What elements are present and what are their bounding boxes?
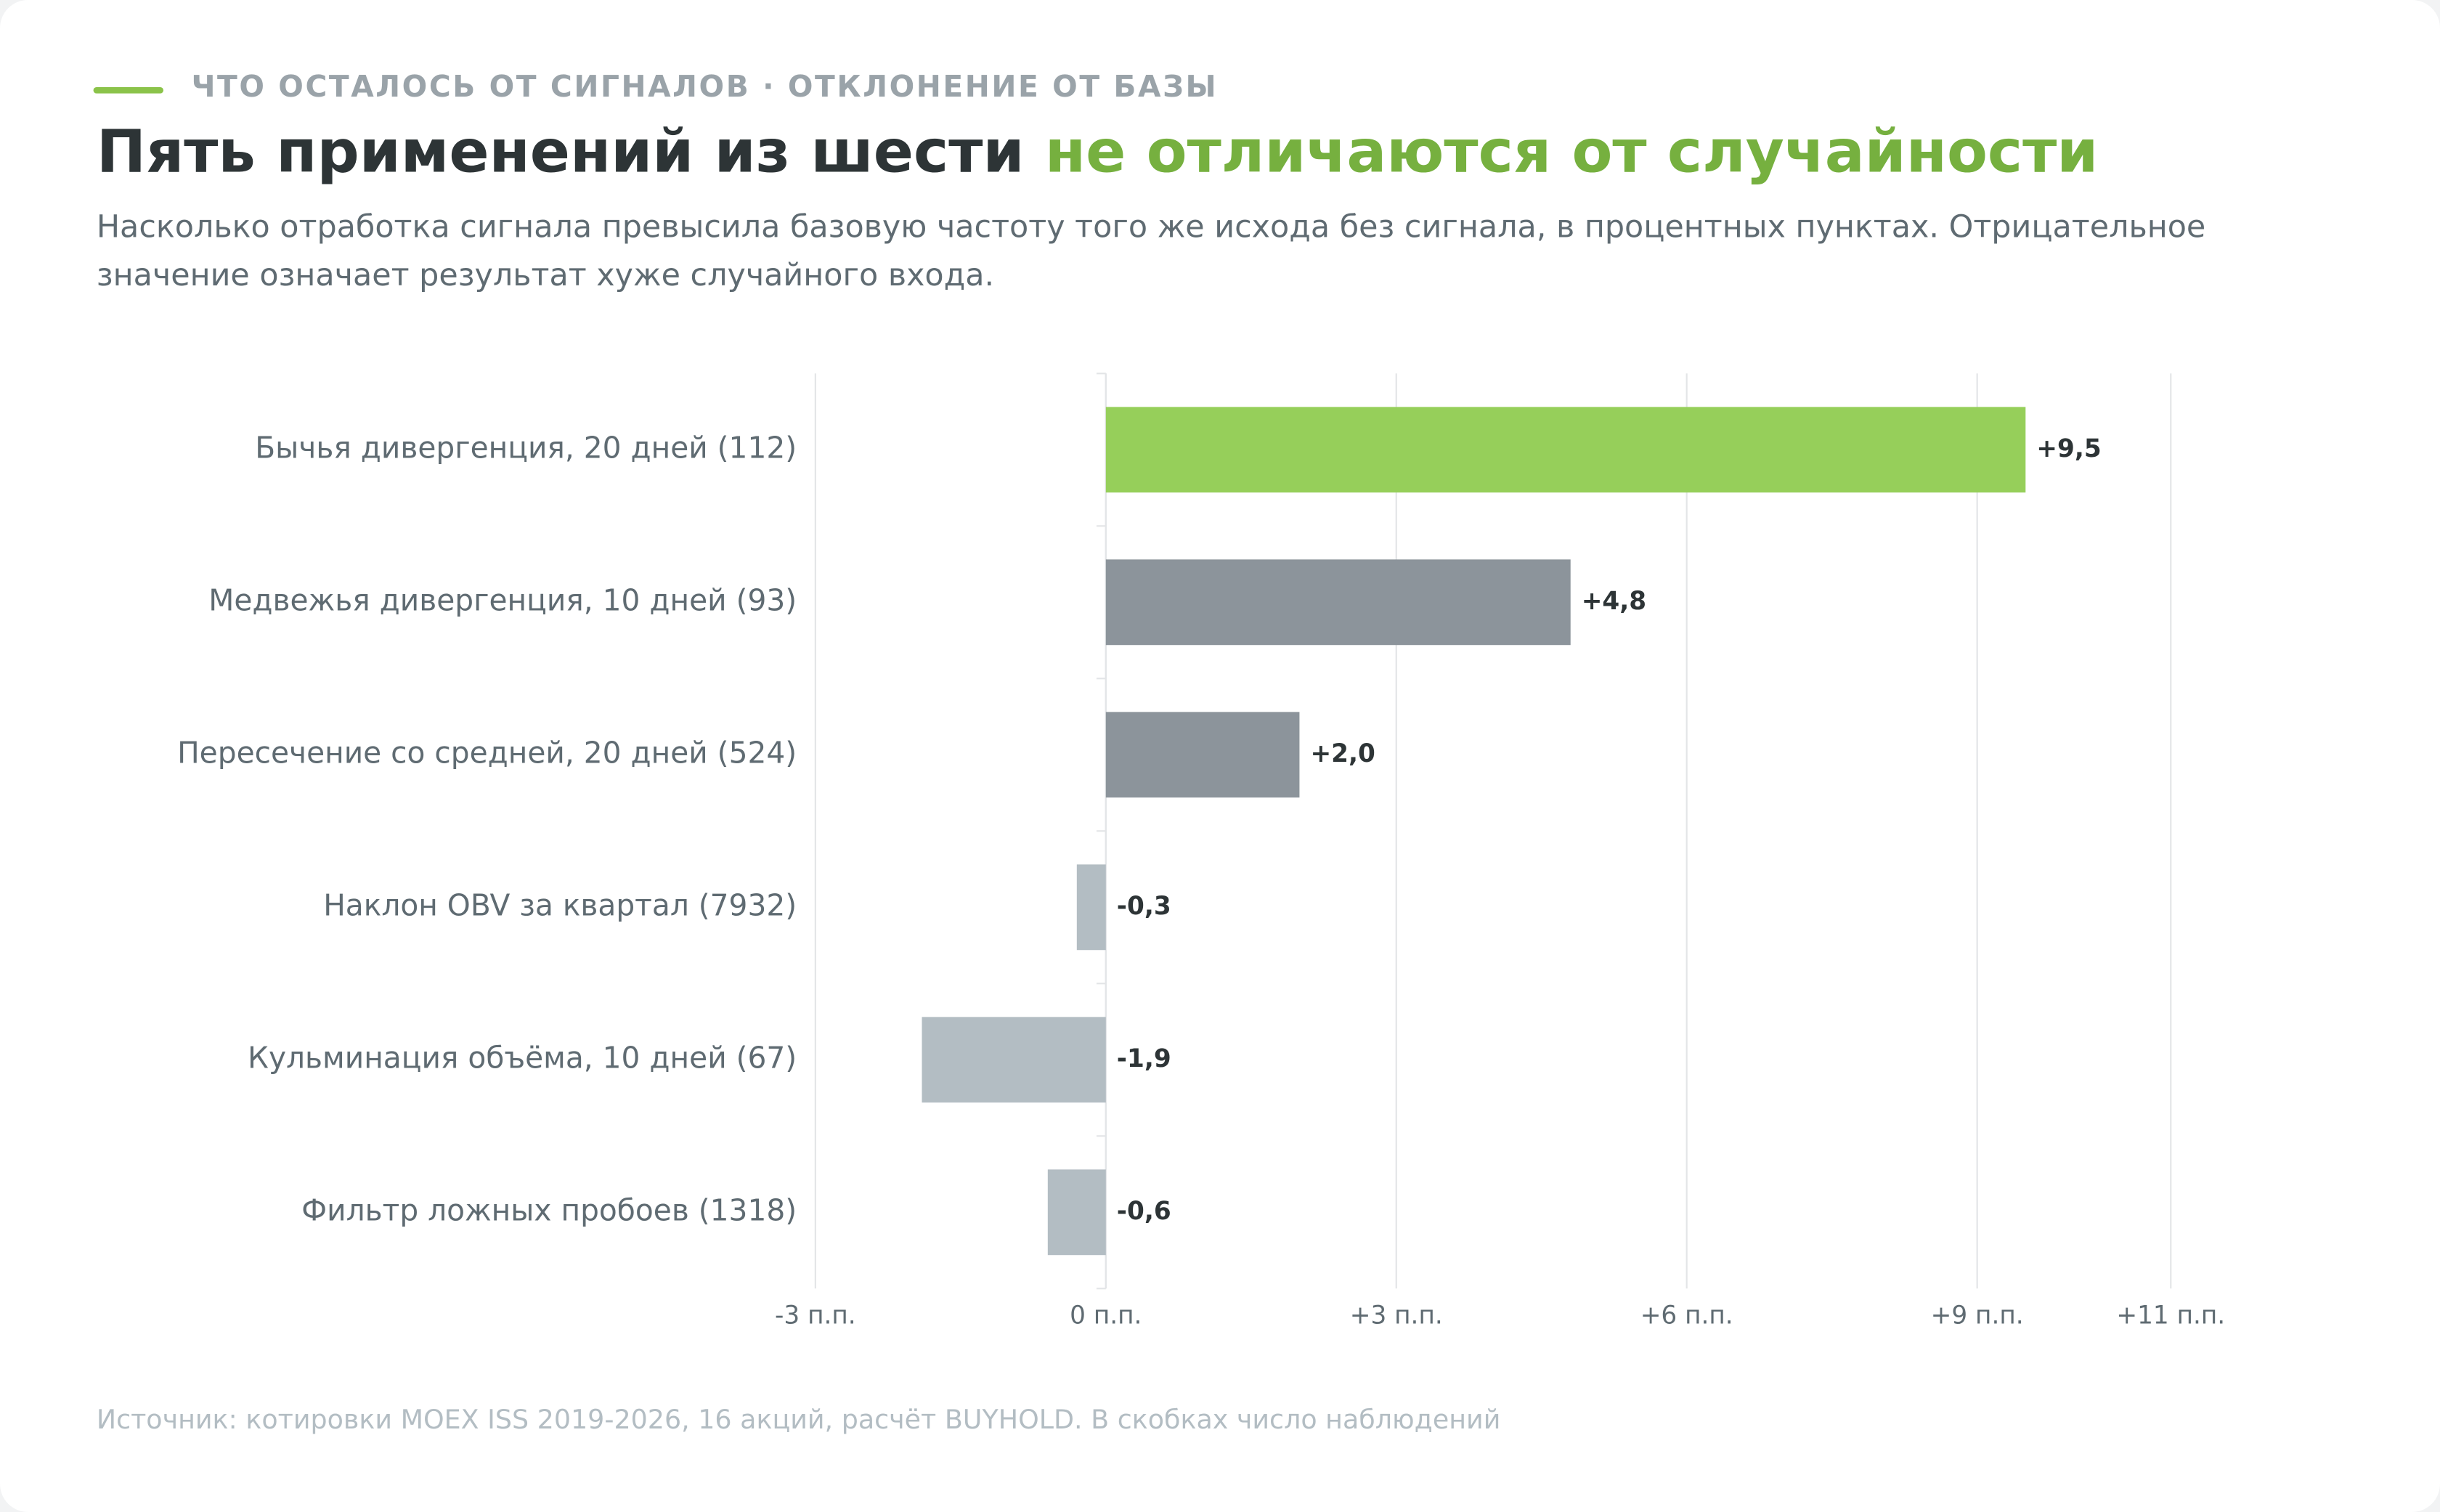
title-accent: не отличаются от случайности <box>1045 118 2099 187</box>
bar <box>1105 559 1571 646</box>
category-label: Пересечение со средней, 20 дней (524) <box>177 735 797 770</box>
category-label: Фильтр ложных пробоев (1318) <box>301 1192 797 1227</box>
x-tick-label: +3 п.п. <box>1350 1301 1443 1330</box>
x-tick-label: +6 п.п. <box>1640 1301 1733 1330</box>
category-label: Медвежья дивергенция, 10 дней (93) <box>208 582 797 617</box>
bar <box>922 1017 1106 1103</box>
x-tick-label: -3 п.п. <box>775 1301 856 1330</box>
x-tick-label: +9 п.п. <box>1931 1301 2024 1330</box>
eyebrow: ЧТО ОСТАЛОСЬ ОТ СИГНАЛОВ · ОТКЛОНЕНИЕ ОТ… <box>192 69 1219 104</box>
category-label: Бычья дивергенция, 20 дней (112) <box>255 430 797 465</box>
value-label: -1,9 <box>1117 1044 1171 1073</box>
source-note: Источник: котировки MOEX ISS 2019-2026, … <box>97 1404 1501 1435</box>
value-label: -0,6 <box>1117 1197 1171 1226</box>
subtitle: значение означает результат хуже случайн… <box>97 257 994 293</box>
bar <box>1105 407 2026 493</box>
bar <box>1076 864 1106 951</box>
x-tick-label: 0 п.п. <box>1070 1301 1142 1330</box>
value-label: +9,5 <box>2036 434 2101 463</box>
bar <box>1105 712 1300 798</box>
bar <box>1047 1169 1106 1256</box>
subtitle: Насколько отработка сигнала превысила ба… <box>97 209 2205 245</box>
chart-title: Пять применений из шести не отличаются о… <box>97 118 2099 187</box>
category-label: Наклон OBV за квартал (7932) <box>323 887 797 922</box>
category-label: Кульминация объёма, 10 дней (67) <box>248 1040 797 1075</box>
title-main: Пять применений из шести <box>97 118 1025 187</box>
x-tick-label: +11 п.п. <box>2116 1301 2225 1330</box>
value-label: +2,0 <box>1310 739 1375 768</box>
value-label: +4,8 <box>1582 587 1646 616</box>
value-label: -0,3 <box>1117 892 1171 921</box>
